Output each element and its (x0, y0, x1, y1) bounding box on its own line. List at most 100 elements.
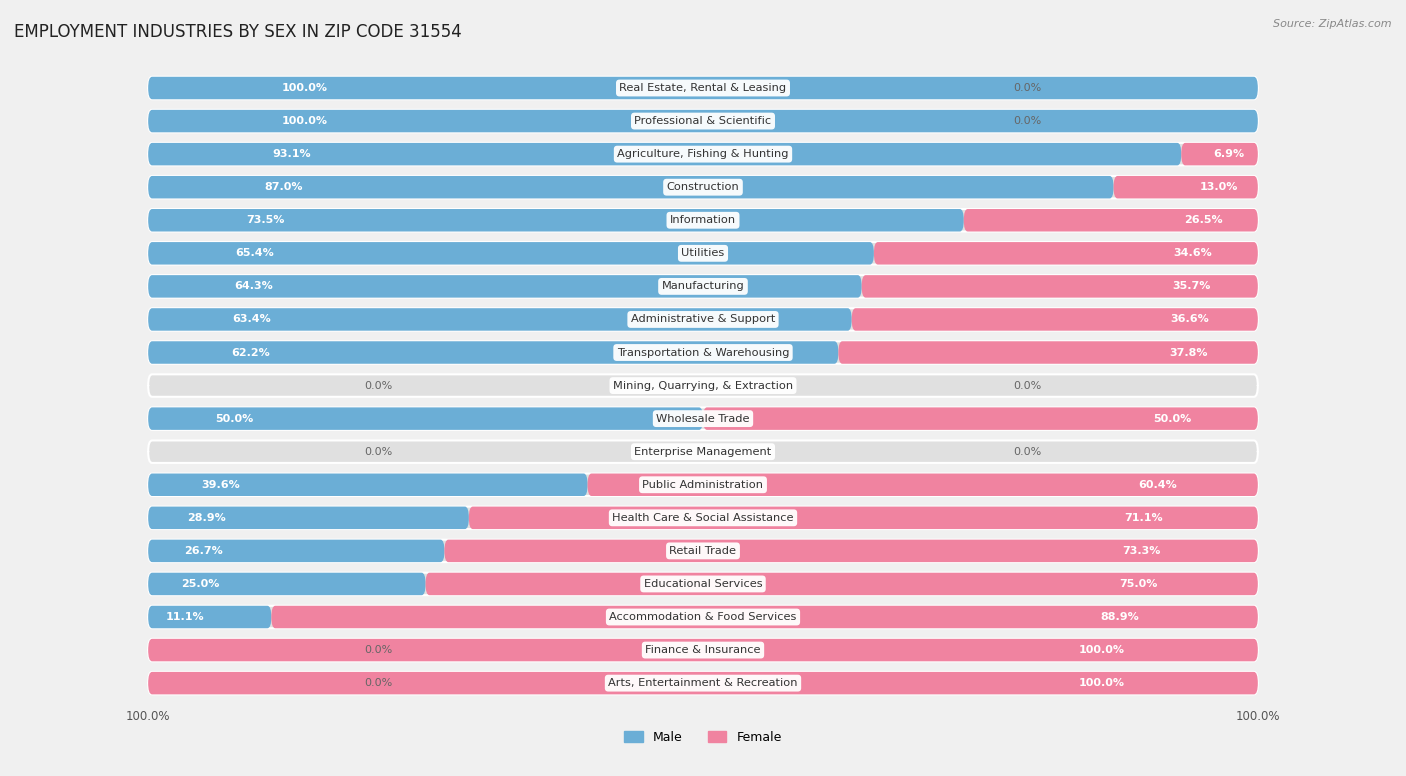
FancyBboxPatch shape (852, 308, 1258, 331)
FancyBboxPatch shape (148, 176, 1114, 199)
FancyBboxPatch shape (148, 341, 1258, 364)
Text: 0.0%: 0.0% (1014, 83, 1042, 93)
FancyBboxPatch shape (148, 143, 1258, 165)
FancyBboxPatch shape (148, 672, 1258, 695)
Text: Agriculture, Fishing & Hunting: Agriculture, Fishing & Hunting (617, 149, 789, 159)
Text: 73.5%: 73.5% (246, 215, 284, 225)
Text: 6.9%: 6.9% (1213, 149, 1244, 159)
Text: 64.3%: 64.3% (233, 282, 273, 291)
FancyBboxPatch shape (148, 77, 1258, 99)
FancyBboxPatch shape (148, 639, 1258, 661)
FancyBboxPatch shape (703, 407, 1258, 430)
FancyBboxPatch shape (148, 374, 1258, 397)
FancyBboxPatch shape (148, 143, 1181, 165)
FancyBboxPatch shape (148, 275, 862, 298)
Text: Retail Trade: Retail Trade (669, 546, 737, 556)
FancyBboxPatch shape (963, 209, 1258, 231)
Text: Health Care & Social Assistance: Health Care & Social Assistance (612, 513, 794, 523)
Text: Finance & Insurance: Finance & Insurance (645, 645, 761, 655)
Text: Source: ZipAtlas.com: Source: ZipAtlas.com (1274, 19, 1392, 29)
Text: 100.0%: 100.0% (281, 116, 328, 126)
Text: EMPLOYMENT INDUSTRIES BY SEX IN ZIP CODE 31554: EMPLOYMENT INDUSTRIES BY SEX IN ZIP CODE… (14, 23, 461, 41)
FancyBboxPatch shape (148, 110, 1258, 133)
Text: 50.0%: 50.0% (215, 414, 253, 424)
FancyBboxPatch shape (148, 473, 588, 496)
Text: Mining, Quarrying, & Extraction: Mining, Quarrying, & Extraction (613, 380, 793, 390)
Text: 26.7%: 26.7% (184, 546, 222, 556)
Text: Administrative & Support: Administrative & Support (631, 314, 775, 324)
Text: Professional & Scientific: Professional & Scientific (634, 116, 772, 126)
FancyBboxPatch shape (148, 672, 1258, 695)
Text: Transportation & Warehousing: Transportation & Warehousing (617, 348, 789, 358)
FancyBboxPatch shape (838, 341, 1258, 364)
FancyBboxPatch shape (148, 441, 1258, 463)
Text: 13.0%: 13.0% (1199, 182, 1237, 192)
Text: 36.6%: 36.6% (1170, 314, 1209, 324)
FancyBboxPatch shape (148, 507, 468, 529)
FancyBboxPatch shape (148, 242, 1258, 265)
Text: 62.2%: 62.2% (231, 348, 270, 358)
Text: Utilities: Utilities (682, 248, 724, 258)
Text: 11.1%: 11.1% (166, 612, 205, 622)
FancyBboxPatch shape (148, 275, 1258, 298)
FancyBboxPatch shape (148, 77, 1258, 99)
FancyBboxPatch shape (148, 573, 426, 595)
FancyBboxPatch shape (148, 407, 1258, 430)
Text: 65.4%: 65.4% (235, 248, 274, 258)
FancyBboxPatch shape (148, 308, 1258, 331)
FancyBboxPatch shape (468, 507, 1258, 529)
Text: 93.1%: 93.1% (273, 149, 311, 159)
Text: Information: Information (669, 215, 737, 225)
Text: Public Administration: Public Administration (643, 480, 763, 490)
Text: 0.0%: 0.0% (1014, 380, 1042, 390)
FancyBboxPatch shape (862, 275, 1258, 298)
Text: 39.6%: 39.6% (201, 480, 239, 490)
Text: 50.0%: 50.0% (1153, 414, 1191, 424)
Text: Manufacturing: Manufacturing (662, 282, 744, 291)
Text: 87.0%: 87.0% (264, 182, 302, 192)
FancyBboxPatch shape (148, 606, 1258, 629)
FancyBboxPatch shape (148, 176, 1258, 199)
FancyBboxPatch shape (426, 573, 1258, 595)
FancyBboxPatch shape (148, 473, 1258, 496)
Text: Construction: Construction (666, 182, 740, 192)
Text: 60.4%: 60.4% (1139, 480, 1177, 490)
Text: 0.0%: 0.0% (1014, 116, 1042, 126)
FancyBboxPatch shape (148, 209, 963, 231)
Text: Educational Services: Educational Services (644, 579, 762, 589)
Text: 0.0%: 0.0% (364, 645, 392, 655)
Text: 75.0%: 75.0% (1119, 579, 1159, 589)
FancyBboxPatch shape (148, 407, 703, 430)
Text: 88.9%: 88.9% (1101, 612, 1139, 622)
Text: 28.9%: 28.9% (187, 513, 225, 523)
Text: 0.0%: 0.0% (364, 447, 392, 457)
Text: Accommodation & Food Services: Accommodation & Food Services (609, 612, 797, 622)
Text: 0.0%: 0.0% (364, 678, 392, 688)
FancyBboxPatch shape (1181, 143, 1258, 165)
Text: 100.0%: 100.0% (127, 710, 170, 723)
FancyBboxPatch shape (148, 639, 1258, 661)
Text: 100.0%: 100.0% (1078, 678, 1125, 688)
Text: 26.5%: 26.5% (1184, 215, 1223, 225)
Text: 35.7%: 35.7% (1173, 282, 1211, 291)
FancyBboxPatch shape (148, 308, 852, 331)
Text: 71.1%: 71.1% (1125, 513, 1163, 523)
FancyBboxPatch shape (148, 209, 1258, 231)
FancyBboxPatch shape (588, 473, 1258, 496)
Legend: Male, Female: Male, Female (619, 726, 787, 749)
Text: 0.0%: 0.0% (1014, 447, 1042, 457)
Text: 63.4%: 63.4% (232, 314, 271, 324)
Text: 73.3%: 73.3% (1122, 546, 1160, 556)
FancyBboxPatch shape (148, 539, 1258, 562)
FancyBboxPatch shape (148, 539, 444, 562)
FancyBboxPatch shape (148, 242, 875, 265)
FancyBboxPatch shape (148, 606, 271, 629)
Text: 0.0%: 0.0% (364, 380, 392, 390)
Text: 100.0%: 100.0% (1236, 710, 1279, 723)
Text: 37.8%: 37.8% (1168, 348, 1208, 358)
FancyBboxPatch shape (148, 573, 1258, 595)
FancyBboxPatch shape (271, 606, 1258, 629)
Text: Arts, Entertainment & Recreation: Arts, Entertainment & Recreation (609, 678, 797, 688)
Text: Wholesale Trade: Wholesale Trade (657, 414, 749, 424)
FancyBboxPatch shape (148, 341, 838, 364)
